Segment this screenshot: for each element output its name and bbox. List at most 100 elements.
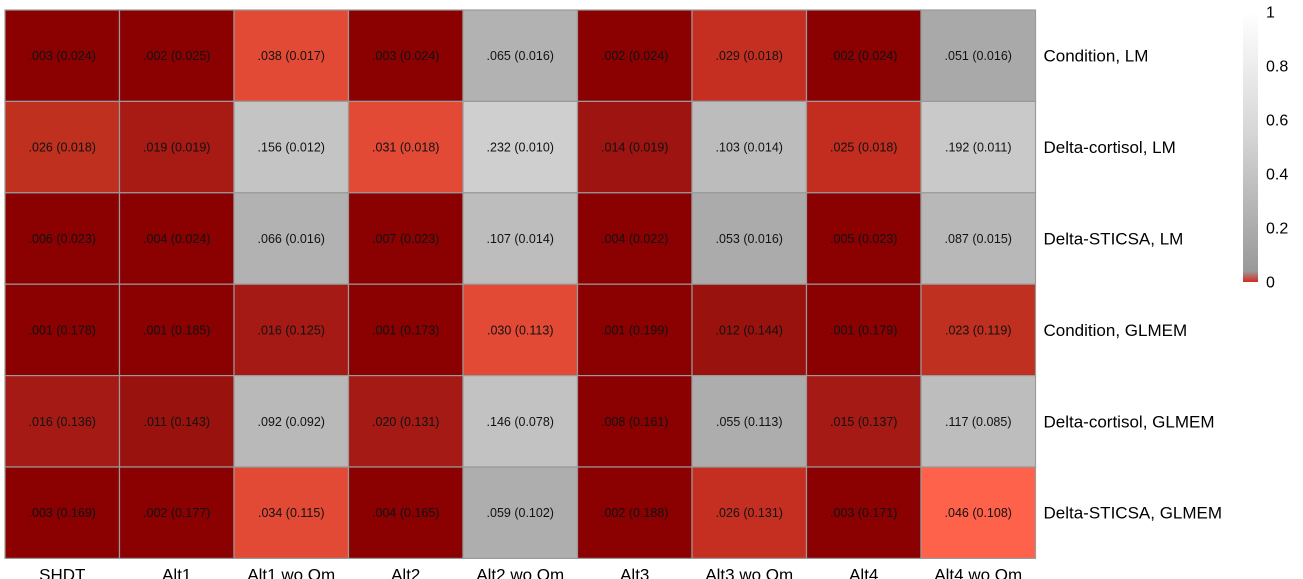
cell-value-label: .003 (0.171)	[830, 506, 897, 520]
cell-value-label: .001 (0.199)	[601, 323, 668, 337]
row-label: Delta-cortisol, GLMEM	[1044, 412, 1215, 431]
column-label: Alt1 wo Om	[247, 565, 335, 579]
heatmap-cell	[920, 466, 1037, 560]
heatmap-cell	[118, 9, 235, 103]
cell-value-label: .019 (0.019)	[143, 141, 210, 155]
cell-value-label: .002 (0.177)	[143, 506, 210, 520]
legend-color-bar	[1243, 12, 1258, 282]
cell-value-label: .053 (0.016)	[716, 232, 783, 246]
heatmap-cell	[118, 283, 235, 377]
heatmap-cell	[920, 100, 1037, 194]
cell-value-label: .005 (0.023)	[830, 232, 897, 246]
cell-value-label: .014 (0.019)	[601, 141, 668, 155]
cell-value-label: .011 (0.143)	[144, 415, 210, 429]
heatmap-cell	[118, 466, 235, 560]
heatmap-cell	[233, 375, 350, 468]
cell-value-label: .030 (0.113)	[487, 323, 553, 337]
heatmap-cell	[118, 192, 235, 285]
heatmap-cell	[118, 375, 235, 468]
cell-value-label: .008 (0.161)	[601, 415, 668, 429]
heatmap-cell	[576, 466, 693, 560]
heatmap-cell	[576, 375, 693, 468]
heatmap-cell	[691, 100, 808, 194]
heatmap-cell	[805, 466, 922, 560]
heatmap-cell	[920, 375, 1037, 468]
heatmap-cell	[576, 9, 693, 103]
row-label: Delta-STICSA, GLMEM	[1044, 504, 1223, 523]
cell-value-label: .029 (0.018)	[716, 49, 783, 63]
cell-value-label: .003 (0.024)	[29, 49, 96, 63]
cell-value-label: .003 (0.169)	[29, 506, 96, 520]
cell-value-label: .065 (0.016)	[487, 49, 554, 63]
legend-tick-label: 0.8	[1266, 59, 1288, 76]
cell-value-label: .003 (0.024)	[372, 49, 439, 63]
cell-value-label: .087 (0.015)	[945, 232, 1012, 246]
cell-value-label: .026 (0.131)	[716, 506, 783, 520]
row-labels: Condition, LM Delta-cortisol, LM Delta-STI…	[1044, 47, 1223, 523]
heatmap-cell	[347, 100, 464, 194]
cell-value-label: .066 (0.016)	[258, 232, 325, 246]
column-label: SHDT	[39, 565, 85, 579]
cell-value-label: .004 (0.165)	[372, 506, 439, 520]
cell-value-label: .002 (0.024)	[830, 49, 897, 63]
cell-value-label: .107 (0.014)	[487, 232, 554, 246]
row-label: Condition, LM	[1044, 47, 1149, 66]
cell-value-label: .031 (0.018)	[372, 141, 439, 155]
heatmap-cell	[347, 9, 464, 103]
heatmap-cell	[462, 192, 579, 285]
cell-value-label: .001 (0.178)	[29, 323, 96, 337]
cell-value-label: .001 (0.185)	[143, 323, 210, 337]
cell-value-label: .001 (0.173)	[372, 323, 439, 337]
row-label: Condition, GLMEM	[1044, 321, 1188, 340]
cell-value-label: .002 (0.024)	[601, 49, 668, 63]
heatmap-cell	[347, 192, 464, 285]
heatmap-cells: .003 (0.024) .002 (0.025) .038 (0.017) .003…	[4, 9, 1037, 560]
cell-value-label: .055 (0.113)	[716, 415, 782, 429]
heatmap-cell	[233, 9, 350, 103]
column-label: Alt3	[620, 565, 649, 579]
cell-value-label: .146 (0.078)	[487, 415, 554, 429]
heatmap-cell	[920, 192, 1037, 285]
heatmap-cell	[462, 466, 579, 560]
heatmap-cell	[4, 9, 121, 103]
cell-value-label: .038 (0.017)	[258, 49, 325, 63]
cell-value-label: .012 (0.144)	[716, 323, 783, 337]
cell-value-label: .232 (0.010)	[487, 141, 554, 155]
color-legend: 1 0.8 0.6 0.4 0.2 0	[1243, 5, 1288, 292]
row-label: Delta-cortisol, LM	[1044, 138, 1176, 157]
heatmap-cell	[805, 100, 922, 194]
heatmap-cell	[233, 192, 350, 285]
cell-value-label: .034 (0.115)	[258, 506, 324, 520]
heatmap-cell	[805, 9, 922, 103]
cell-value-label: .192 (0.011)	[945, 141, 1011, 155]
cell-value-label: .016 (0.136)	[29, 415, 96, 429]
cell-value-label: .025 (0.018)	[830, 141, 897, 155]
cell-value-label: .046 (0.108)	[945, 506, 1012, 520]
cell-value-label: .023 (0.119)	[945, 323, 1011, 337]
cell-value-label: .156 (0.012)	[258, 141, 325, 155]
column-label: Alt3 wo Om	[705, 565, 793, 579]
heatmap-cell	[4, 100, 121, 194]
cell-value-label: .015 (0.137)	[830, 415, 897, 429]
column-label: Alt2 wo Om	[476, 565, 564, 579]
row-label: Delta-STICSA, LM	[1044, 230, 1184, 249]
heatmap-cell	[347, 375, 464, 468]
cell-value-label: .001 (0.179)	[830, 323, 897, 337]
column-label: Alt2	[391, 565, 420, 579]
cell-value-label: .026 (0.018)	[29, 141, 96, 155]
column-label: Alt1	[162, 565, 191, 579]
legend-ticks: 1 0.8 0.6 0.4 0.2 0	[1266, 5, 1288, 292]
heatmap-cell	[462, 100, 579, 194]
cell-value-label: .059 (0.102)	[487, 506, 554, 520]
heatmap-cell	[691, 192, 808, 285]
legend-tick-label: 0.2	[1266, 221, 1288, 238]
cell-value-label: .020 (0.131)	[372, 415, 439, 429]
cell-value-label: .004 (0.024)	[143, 232, 210, 246]
legend-tick-label: 1	[1266, 5, 1275, 22]
cell-value-label: .051 (0.016)	[945, 49, 1012, 63]
heatmap-cell	[233, 100, 350, 194]
heatmap-cell	[4, 283, 121, 377]
heatmap-cell	[233, 466, 350, 560]
cell-value-label: .092 (0.092)	[258, 415, 325, 429]
